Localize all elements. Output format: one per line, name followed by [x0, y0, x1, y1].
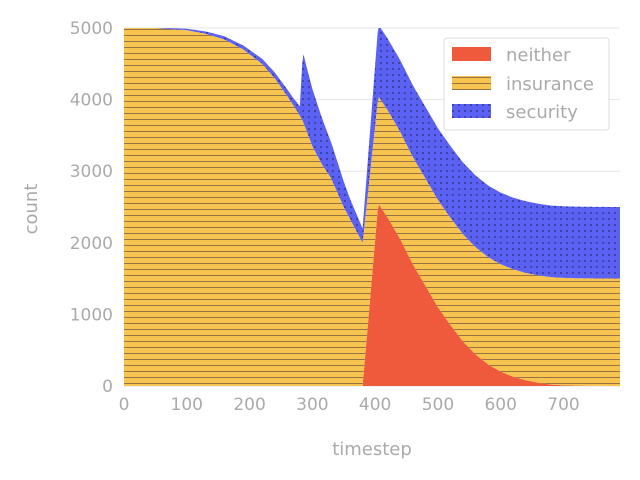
- x-axis-label: timestep: [332, 439, 412, 460]
- legend: neither insurance security: [443, 37, 610, 131]
- y-tick-label-0: 0: [102, 377, 113, 397]
- series-areas: [124, 28, 620, 386]
- legend-label-neither: neither: [506, 45, 571, 66]
- legend-label-security: security: [506, 102, 578, 123]
- y-tick-label-5: 5000: [70, 19, 113, 39]
- y-axis-ticks: 0 1000 2000 3000 4000 5000: [70, 19, 113, 397]
- x-tick-label-5: 500: [422, 395, 454, 415]
- y-axis-label: count: [21, 184, 42, 235]
- y-tick-label-4: 4000: [70, 91, 113, 111]
- legend-swatch-neither: [452, 47, 491, 61]
- x-tick-label-7: 700: [547, 395, 579, 415]
- y-tick-label-2: 2000: [70, 234, 113, 254]
- legend-label-insurance: insurance: [506, 74, 594, 95]
- series-area-neither: [124, 204, 620, 386]
- x-tick-label-2: 200: [233, 395, 265, 415]
- legend-swatch-security: [452, 104, 491, 118]
- y-tick-label-3: 3000: [70, 162, 113, 182]
- x-tick-label-4: 400: [359, 395, 391, 415]
- legend-swatch-insurance: [452, 76, 491, 90]
- y-tick-label-1: 1000: [70, 305, 113, 325]
- x-tick-label-0: 0: [119, 395, 130, 415]
- x-tick-label-1: 100: [171, 395, 203, 415]
- x-tick-label-6: 600: [484, 395, 516, 415]
- x-axis-ticks: 0 100 200 300 400 500 600 700: [119, 395, 580, 415]
- series-area-insurance: [124, 28, 620, 386]
- series-area-security: [124, 28, 620, 279]
- x-tick-label-3: 300: [296, 395, 328, 415]
